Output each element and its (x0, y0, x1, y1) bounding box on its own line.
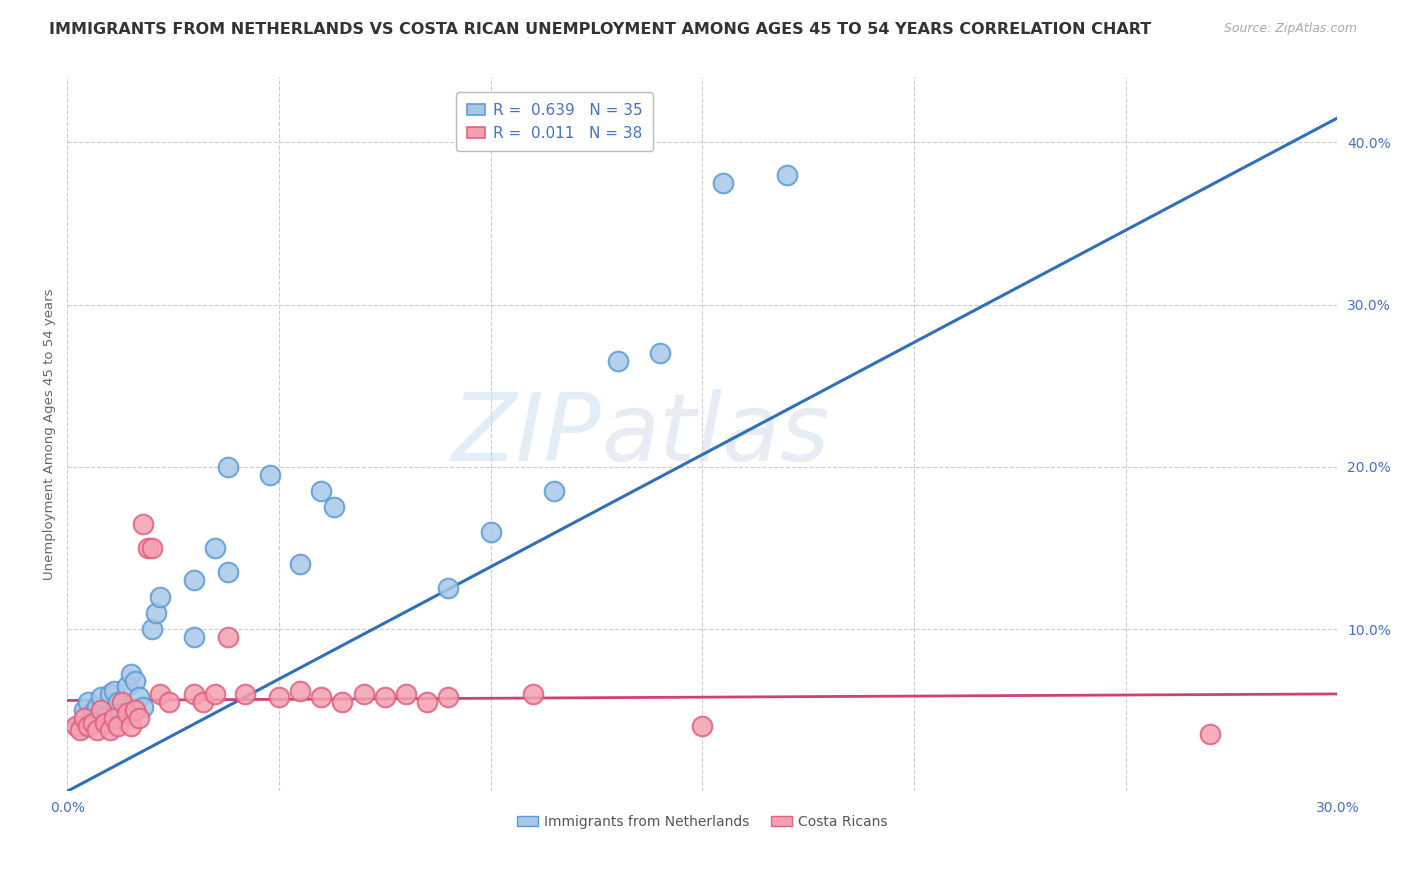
Text: IMMIGRANTS FROM NETHERLANDS VS COSTA RICAN UNEMPLOYMENT AMONG AGES 45 TO 54 YEAR: IMMIGRANTS FROM NETHERLANDS VS COSTA RIC… (49, 22, 1152, 37)
Point (157, 695, 180, 709)
Point (522, 687, 544, 701)
Point (776, 168, 799, 182)
Point (395, 687, 418, 701)
Point (115, 679, 138, 693)
Point (69, 719, 91, 733)
Point (233, 687, 256, 701)
Point (437, 690, 460, 705)
Point (648, 346, 671, 360)
Point (288, 683, 311, 698)
Point (141, 541, 163, 555)
Point (86, 699, 108, 714)
Point (145, 606, 167, 620)
Point (217, 566, 239, 580)
Point (103, 683, 125, 698)
Point (309, 690, 332, 705)
Point (288, 557, 311, 571)
Point (82, 716, 104, 731)
Point (183, 574, 205, 588)
Point (124, 703, 146, 717)
Point (77, 719, 100, 733)
Point (73, 703, 96, 717)
Point (437, 582, 460, 596)
Point (479, 524, 502, 539)
Point (115, 706, 138, 721)
Point (77, 695, 100, 709)
Point (1199, 727, 1222, 741)
Point (120, 719, 142, 733)
Legend: Immigrants from Netherlands, Costa Ricans: Immigrants from Netherlands, Costa Rican… (512, 809, 893, 834)
Point (141, 622, 163, 636)
Point (103, 711, 125, 725)
Point (323, 500, 346, 515)
Point (183, 687, 205, 701)
Point (86, 723, 108, 737)
Point (94, 711, 117, 725)
Point (416, 695, 439, 709)
Point (217, 630, 239, 644)
Point (374, 690, 396, 705)
Point (128, 690, 150, 705)
Point (183, 630, 205, 644)
Point (713, 176, 735, 190)
Point (309, 484, 332, 499)
Point (191, 695, 214, 709)
Point (217, 459, 239, 474)
Point (90, 690, 112, 705)
Text: atlas: atlas (600, 389, 830, 480)
Point (111, 706, 134, 721)
Point (132, 516, 155, 531)
Point (124, 673, 146, 688)
Point (606, 354, 628, 368)
Point (204, 687, 226, 701)
Point (65, 719, 87, 733)
Point (128, 711, 150, 725)
Point (149, 687, 172, 701)
Point (204, 541, 226, 555)
Point (111, 695, 134, 709)
Point (149, 590, 172, 604)
Point (107, 695, 129, 709)
Point (82, 706, 104, 721)
Point (120, 667, 142, 681)
Text: ZIP: ZIP (451, 389, 600, 480)
Point (132, 699, 155, 714)
Point (259, 467, 281, 482)
Point (94, 716, 117, 731)
Y-axis label: Unemployment Among Ages 45 to 54 years: Unemployment Among Ages 45 to 54 years (44, 289, 56, 580)
Point (98, 687, 121, 701)
Point (98, 723, 121, 737)
Point (107, 719, 129, 733)
Point (136, 541, 159, 555)
Point (267, 690, 290, 705)
Point (69, 723, 91, 737)
Point (73, 711, 96, 725)
Point (692, 719, 714, 733)
Point (353, 687, 375, 701)
Point (332, 695, 354, 709)
Text: Source: ZipAtlas.com: Source: ZipAtlas.com (1223, 22, 1357, 36)
Point (543, 484, 565, 499)
Point (90, 703, 112, 717)
